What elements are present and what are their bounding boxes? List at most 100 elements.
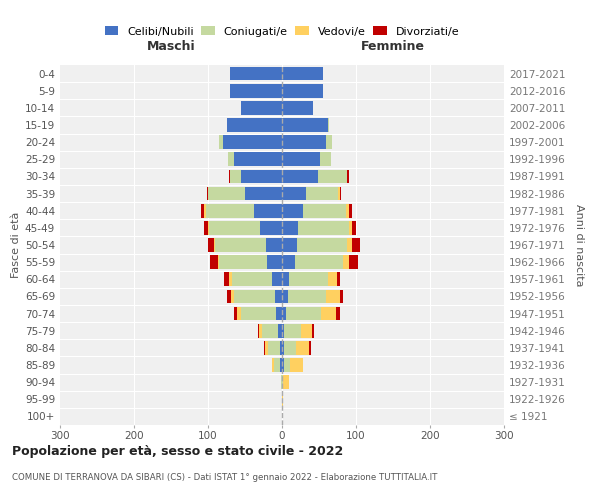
Bar — [282, 341, 284, 354]
Bar — [282, 290, 288, 304]
Bar — [234, 290, 275, 304]
Bar — [230, 84, 282, 98]
Bar — [257, 324, 259, 338]
Bar — [272, 358, 274, 372]
Bar — [282, 272, 289, 286]
Bar — [208, 186, 245, 200]
Bar — [328, 118, 329, 132]
Bar — [282, 204, 303, 218]
Bar — [272, 272, 282, 286]
Bar — [282, 221, 298, 234]
Bar — [349, 221, 352, 234]
Bar — [209, 221, 260, 234]
Bar — [317, 170, 347, 183]
Bar — [218, 256, 219, 269]
Bar — [352, 221, 356, 234]
Bar — [234, 306, 237, 320]
Bar — [227, 118, 282, 132]
Bar — [282, 118, 328, 132]
Bar — [321, 306, 336, 320]
Bar — [224, 272, 229, 286]
Bar — [336, 306, 340, 320]
Bar — [296, 341, 310, 354]
Bar — [282, 358, 284, 372]
Bar — [282, 170, 317, 183]
Bar — [290, 358, 304, 372]
Bar — [310, 341, 311, 354]
Bar — [340, 290, 343, 304]
Bar — [215, 238, 266, 252]
Bar — [282, 238, 297, 252]
Bar — [305, 186, 338, 200]
Bar — [283, 376, 289, 389]
Bar — [274, 358, 280, 372]
Bar — [295, 256, 343, 269]
Bar — [229, 272, 232, 286]
Bar — [230, 66, 282, 80]
Bar — [229, 170, 230, 183]
Bar — [286, 306, 321, 320]
Bar — [219, 136, 223, 149]
Bar — [313, 324, 314, 338]
Bar — [231, 290, 234, 304]
Bar — [280, 341, 282, 354]
Bar — [349, 256, 358, 269]
Bar — [301, 324, 313, 338]
Bar — [281, 376, 282, 389]
Text: Femmine: Femmine — [361, 40, 425, 53]
Bar — [208, 238, 214, 252]
Bar — [282, 152, 320, 166]
Bar — [303, 204, 346, 218]
Bar — [267, 256, 282, 269]
Bar — [241, 306, 276, 320]
Bar — [282, 324, 284, 338]
Bar — [204, 204, 206, 218]
Y-axis label: Anni di nascita: Anni di nascita — [574, 204, 584, 286]
Bar — [230, 170, 241, 183]
Bar — [349, 204, 352, 218]
Legend: Celibi/Nubili, Coniugati/e, Vedovi/e, Divorziati/e: Celibi/Nubili, Coniugati/e, Vedovi/e, Di… — [100, 22, 464, 41]
Bar — [232, 272, 272, 286]
Bar — [241, 170, 282, 183]
Bar — [210, 256, 218, 269]
Bar — [347, 238, 352, 252]
Bar — [289, 272, 328, 286]
Text: Popolazione per età, sesso e stato civile - 2022: Popolazione per età, sesso e stato civil… — [12, 445, 343, 458]
Bar — [280, 358, 282, 372]
Bar — [326, 136, 332, 149]
Bar — [337, 272, 340, 286]
Bar — [254, 204, 282, 218]
Bar — [228, 152, 234, 166]
Bar — [297, 238, 347, 252]
Bar — [227, 290, 231, 304]
Text: COMUNE DI TERRANOVA DA SIBARI (CS) - Dati ISTAT 1° gennaio 2022 - Elaborazione T: COMUNE DI TERRANOVA DA SIBARI (CS) - Dat… — [12, 472, 437, 482]
Bar — [282, 256, 295, 269]
Bar — [282, 306, 286, 320]
Bar — [282, 186, 305, 200]
Bar — [223, 136, 282, 149]
Bar — [245, 186, 282, 200]
Bar — [326, 290, 340, 304]
Bar — [282, 376, 283, 389]
Bar — [237, 306, 241, 320]
Bar — [282, 66, 323, 80]
Bar — [259, 324, 262, 338]
Bar — [282, 136, 326, 149]
Bar — [282, 84, 323, 98]
Bar — [284, 341, 296, 354]
Bar — [347, 170, 349, 183]
Bar — [262, 324, 278, 338]
Bar — [328, 272, 337, 286]
Y-axis label: Fasce di età: Fasce di età — [11, 212, 21, 278]
Bar — [284, 324, 301, 338]
Bar — [338, 186, 340, 200]
Bar — [275, 290, 282, 304]
Bar — [278, 324, 282, 338]
Bar — [298, 221, 349, 234]
Bar — [288, 290, 326, 304]
Bar — [202, 204, 204, 218]
Bar — [263, 341, 265, 354]
Bar — [214, 238, 215, 252]
Bar — [343, 256, 349, 269]
Bar — [208, 221, 209, 234]
